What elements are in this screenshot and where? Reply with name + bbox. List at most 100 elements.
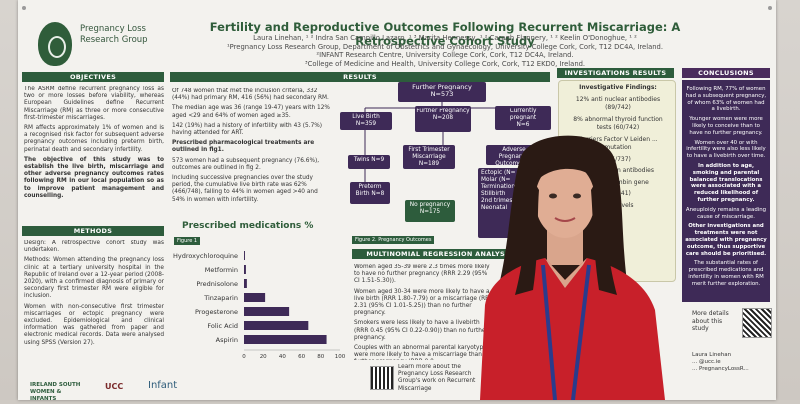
chart-title: Prescribed medications % [182, 221, 314, 231]
objectives-paragraph: The objective of this study was to estab… [24, 156, 164, 199]
affiliation-line: ¹Pregnancy Loss Research Group, Departme… [226, 42, 664, 51]
flow-further-pregnancy-2: Further Pregnancy N=208 [415, 106, 471, 132]
flow-count: N=208 [432, 115, 454, 121]
regression-paragraph: Couples with an abnormal parental karyot… [354, 345, 491, 360]
bar-folic-acid [244, 321, 309, 330]
bar-aspirin [244, 335, 327, 344]
category-label: Hydroxychloroquine [173, 252, 238, 260]
flow-label: Currently pregnant [509, 108, 537, 121]
regression-text: Women aged 35-39 were 2.3 times more lik… [354, 264, 494, 360]
flow-currently-pregnant: Currently pregnant N=6 [495, 106, 551, 130]
investigation-item: 8% abnormal thyroid function tests (60/7… [573, 115, 663, 132]
investigation-item: ... cardiolipin antibodies [582, 167, 654, 174]
author-list: Laura Linehan, ¹ ² Indra San Campillo La… [185, 34, 705, 68]
flow-label: No pregnancy [409, 202, 451, 208]
flow-count: N=189 [418, 161, 440, 167]
flow-connectors [364, 102, 526, 182]
regression-paragraph: Women aged 35-39 were 2.3 times more lik… [354, 264, 490, 285]
conclusions-text: Following RM, 77% of women had a subsequ… [685, 86, 767, 300]
presenter-person [480, 135, 665, 400]
conclusion-item: Other investigations and treatments were… [685, 223, 767, 257]
flow-twins: Twins N=9 [348, 155, 390, 169]
flow-count: N=175 [419, 209, 441, 215]
adverse-item: 2nd trimester [481, 198, 521, 204]
contact-line: Laura Linehan [692, 352, 732, 358]
conclusion-item: Women over 40 or with infertility were a… [686, 139, 766, 160]
pin [22, 6, 26, 10]
category-label: Folic Acid [207, 322, 238, 330]
contact-line: ... @ucc.ie [692, 359, 721, 366]
conclusions-box [682, 80, 770, 302]
investigation-item: Carriers Factor V Leiden ... mutation [578, 135, 658, 152]
x-tick-label: 20 [260, 354, 267, 360]
conclusion-item: Following RM, 77% of women had a subsequ… [685, 86, 767, 113]
flow-live-birth: Live Birth N=359 [340, 112, 392, 130]
results-paragraph: 573 women had a subsequent pregnancy (76… [172, 157, 320, 171]
objectives-paragraph: RM affects approximately 1% of women and… [24, 125, 164, 153]
adverse-item: Stillbirth [481, 191, 506, 197]
ucc-logo: UCC [105, 383, 124, 391]
x-tick-label: 80 [317, 354, 324, 360]
flow-count: N=359 [355, 121, 377, 127]
contact-info: Laura Linehan ... @ucc.ie ... PregnancyL… [692, 352, 770, 382]
results-paragraph: Prescribed pharmacological treatments ar… [172, 140, 315, 154]
ireland-south-logo: IRELAND SOUTH WOMEN & INFANTS [30, 382, 81, 403]
objectives-heading: OBJECTIVES [22, 72, 164, 82]
methods-heading: METHODS [22, 226, 164, 236]
medications-bar-chart: Hydroxychloroquine Metformin Prednisolone T… [173, 251, 346, 360]
category-label: Tinzaparin [203, 294, 238, 302]
flow-further-pregnancy: Further Pregnancy N=573 [398, 82, 486, 102]
methods-paragraph: Design: A retrospective cohort study was… [24, 240, 164, 254]
results-paragraph: The median age was 36 (range 19-47) year… [172, 105, 330, 119]
objectives-text: The ASRM define recurrent pregnancy loss… [24, 86, 164, 221]
author-line: Laura Linehan, ¹ ² Indra San Campillo La… [253, 34, 637, 42]
conclusion-item: Younger women were more likely to concei… [689, 116, 763, 136]
results-text: Of 748 women that met the inclusion crit… [172, 88, 332, 216]
org-name: Pregnancy Loss Research Group [80, 24, 148, 45]
conclusions-heading: CONCLUSIONS [682, 68, 770, 78]
conclusion-item: In addition to age, smoking and parental… [689, 162, 763, 203]
x-tick-label: 0 [242, 354, 246, 360]
x-tick-label: 60 [298, 354, 305, 360]
bar-hydroxychloroquine [244, 251, 245, 260]
regression-heading: MULTINOMIAL REGRESSION ANALYSIS [352, 249, 527, 259]
results-paragraph: Including successive pregnancies over th… [172, 175, 318, 203]
figure1-label: Figure 1 [174, 237, 201, 245]
x-tick-label: 100 [335, 354, 346, 360]
learn-more-text: Learn more about the Pregnancy Loss Rese… [398, 364, 476, 392]
figure2-label: Figure 2. Pregnancy Outcomes [352, 236, 435, 244]
category-label: Aspirin [216, 336, 238, 344]
qr-code-icon[interactable] [742, 308, 772, 338]
regression-paragraph: Smokers were less likely to have a liveb… [354, 320, 488, 341]
category-label: Metformin [205, 266, 238, 274]
affiliation-line: ²INFANT Research Centre, University Coll… [316, 51, 574, 60]
adverse-item: Neonatal [481, 205, 508, 211]
infant-logo: Infant [148, 380, 178, 391]
bar-progesterone [244, 307, 290, 316]
flow-no-pregnancy: No pregnancy N=175 [405, 200, 455, 222]
flow-label: Live Birth [352, 114, 380, 120]
conclusion-item: The substantial rates of prescribed medi… [688, 260, 764, 287]
flow-label: Further Pregnancy [412, 83, 472, 91]
logo-mother-icon [48, 36, 66, 58]
x-tick-label: 40 [279, 354, 286, 360]
results-paragraph: 142 (19%) had a history of infertility w… [172, 122, 323, 137]
adverse-item: Molar (N= [481, 177, 511, 183]
adverse-item: Ectopic (N= [481, 170, 516, 176]
investigation-item: 12% anti nuclear antibodies (89/742) [575, 95, 661, 112]
qr-code-icon[interactable] [370, 366, 394, 390]
bar-tinzaparin [244, 293, 266, 302]
flow-label: Further Pregnancy [416, 108, 470, 114]
methods-paragraph: Methods: Women attending the pregnancy l… [24, 257, 164, 300]
bar-prednisolone [244, 279, 247, 288]
methods-text: Design: A retrospective cohort study was… [24, 240, 164, 375]
flow-preterm: Preterm Birth N=8 [350, 182, 390, 204]
affiliation-line: ³College of Medicine and Health, Univers… [304, 59, 586, 68]
objectives-paragraph: The ASRM define recurrent pregnancy loss… [24, 86, 164, 121]
flow-label: First Trimester Miscarriage [408, 147, 450, 160]
category-label: Progesterone [195, 308, 238, 316]
flow-first-trimester: First Trimester Miscarriage N=189 [403, 145, 455, 169]
more-details-text: More details about this study [692, 310, 729, 332]
investigations-title: Investigative Findings: [579, 84, 657, 91]
investigations-heading: INVESTIGATIONS RESULTS [557, 68, 674, 78]
